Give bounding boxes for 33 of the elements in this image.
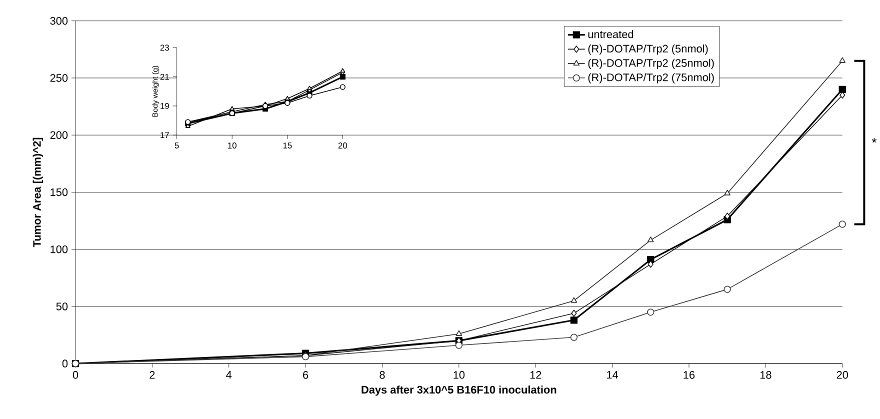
x-tick-label: 20 xyxy=(338,142,348,148)
x-axis-title: Days after 3x10^5 B16F10 inoculation xyxy=(362,385,556,396)
y-tick-label: 21 xyxy=(160,74,169,80)
y-tick-label: 17 xyxy=(160,132,169,138)
legend-label: untreated xyxy=(588,30,634,38)
text: * xyxy=(872,138,877,143)
x-tick-label: 10 xyxy=(228,142,236,148)
x-tick-label: 18 xyxy=(760,370,772,379)
y-tick-label: 19 xyxy=(160,102,169,109)
x-tick-label: 16 xyxy=(684,370,695,379)
legend-label: (R)-DOTAP/Trp2 (25nmol) xyxy=(588,58,714,69)
x-tick-label: 5 xyxy=(174,142,179,148)
y-tick-label: 0 xyxy=(62,360,68,368)
x-tick-label: 15 xyxy=(283,142,292,148)
y-tick-label: 200 xyxy=(50,131,68,139)
x-tick-label: 12 xyxy=(530,370,542,379)
x-tick-label: 4 xyxy=(226,370,232,378)
x-tick-label: 2 xyxy=(150,370,155,379)
y-tick-label: 100 xyxy=(50,245,68,254)
legend-label: (R)-DOTAP/Trp2 (5nmol) xyxy=(588,44,708,55)
y-tick-label: 23 xyxy=(160,44,169,51)
y-tick-label: 300 xyxy=(50,16,68,25)
x-tick-label: 8 xyxy=(380,370,385,379)
x-tick-label: 14 xyxy=(607,370,618,378)
x-tick-label: 6 xyxy=(303,370,308,379)
y-tick-label: 150 xyxy=(50,188,68,196)
y-tick-label: 50 xyxy=(56,302,68,310)
y-tick-label: 250 xyxy=(50,74,68,82)
x-tick-label: 10 xyxy=(454,370,465,379)
x-tick-label: 0 xyxy=(72,370,78,379)
x-tick-label: 20 xyxy=(836,370,848,379)
legend-label: (R)-DOTAP/Trp2 (75nmol) xyxy=(588,73,714,84)
y-axis-title: Tumor Area [(mm)^2] xyxy=(32,138,43,247)
